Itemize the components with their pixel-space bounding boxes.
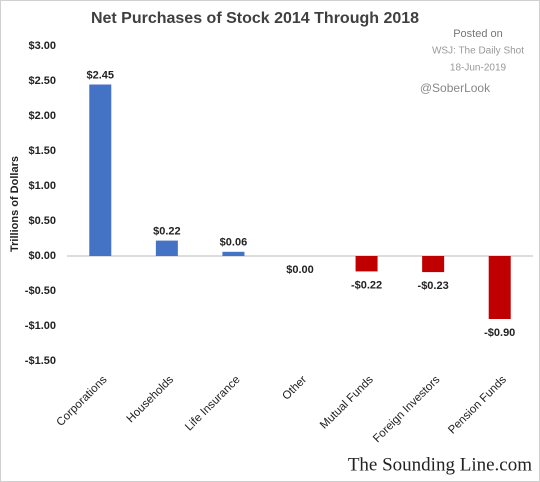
chart-title: Net Purchases of Stock 2014 Through 2018	[91, 10, 419, 27]
y-tick-label: $2.00	[28, 110, 56, 122]
bar	[355, 256, 378, 272]
value-label: -$0.22	[351, 279, 382, 291]
watermark: The Sounding Line.com	[348, 454, 532, 475]
y-tick-label: $1.50	[28, 145, 56, 157]
y-tick-label: -$1.50	[25, 355, 56, 367]
bar	[89, 84, 112, 256]
y-axis-label: Trillions of Dollars	[9, 156, 21, 252]
bar	[422, 256, 445, 273]
y-tick-label: $1.00	[28, 180, 56, 192]
bar	[222, 251, 245, 256]
value-label: $0.00	[286, 264, 314, 276]
value-label: -$0.23	[418, 280, 449, 292]
y-tick-label: $2.50	[28, 75, 56, 87]
value-label: $0.22	[153, 226, 181, 238]
value-label: -$0.90	[484, 327, 515, 339]
y-tick-label: $0.00	[28, 250, 56, 262]
annotation: @SoberLook	[420, 81, 491, 95]
y-tick-label: -$1.00	[25, 320, 56, 332]
annotation: WSJ: The Daily Shot	[432, 46, 524, 57]
y-tick-label: $0.50	[28, 215, 56, 227]
y-tick-label: $3.00	[28, 40, 56, 52]
value-label: $0.06	[220, 237, 248, 249]
bar	[155, 240, 178, 256]
annotation: Posted on	[453, 28, 503, 40]
value-label: $2.45	[87, 69, 115, 81]
y-tick-label: -$0.50	[25, 285, 56, 297]
annotation: 18-Jun-2019	[450, 63, 507, 74]
bar	[488, 256, 511, 319]
